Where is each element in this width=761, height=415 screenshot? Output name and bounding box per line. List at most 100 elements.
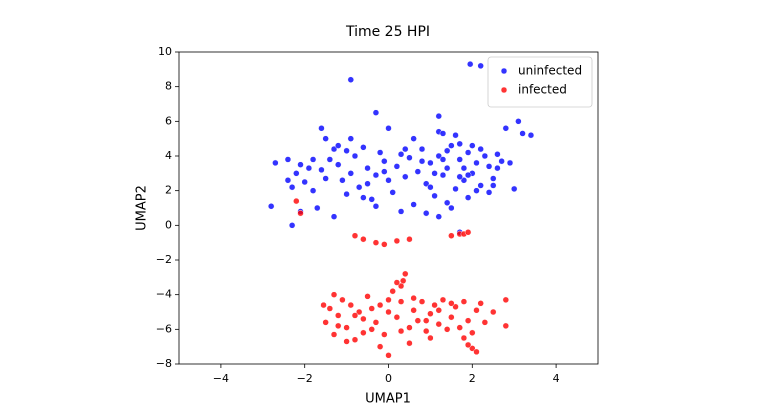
point <box>502 296 510 304</box>
point <box>439 156 447 163</box>
point <box>397 298 405 305</box>
point <box>330 291 338 298</box>
x-tick-label: 2 <box>469 372 476 385</box>
point <box>443 147 451 155</box>
point <box>297 209 304 217</box>
point <box>477 300 484 307</box>
point <box>402 270 409 278</box>
point <box>452 303 459 311</box>
point <box>343 190 350 198</box>
point <box>397 151 405 158</box>
point <box>427 334 434 342</box>
point <box>473 187 480 194</box>
point <box>360 329 367 337</box>
point <box>466 60 474 68</box>
point <box>464 317 472 324</box>
x-tick-label: 0 <box>385 372 392 385</box>
point <box>381 168 388 175</box>
point <box>320 301 327 309</box>
point <box>360 194 367 201</box>
point <box>473 348 480 356</box>
point <box>448 204 455 212</box>
point <box>309 156 317 163</box>
point <box>527 131 535 139</box>
point <box>464 149 472 156</box>
x-tick-label: 4 <box>553 372 560 385</box>
point <box>439 171 447 179</box>
point <box>464 171 472 179</box>
point <box>372 109 380 116</box>
point <box>343 338 350 345</box>
chart-title: Time 25 HPI <box>345 24 430 40</box>
point <box>347 76 355 83</box>
point <box>314 204 321 212</box>
point <box>360 315 367 323</box>
y-tick-label: −6 <box>156 322 172 335</box>
point <box>330 331 338 338</box>
point <box>418 298 426 305</box>
point <box>301 178 308 186</box>
point <box>414 317 422 324</box>
point <box>397 327 405 335</box>
point <box>498 157 505 165</box>
point <box>456 156 463 163</box>
point <box>435 213 443 220</box>
point <box>464 194 472 201</box>
y-tick-label: −4 <box>156 288 172 301</box>
point <box>347 301 355 309</box>
point <box>410 307 417 314</box>
legend-marker <box>500 86 508 94</box>
point <box>510 185 518 193</box>
point <box>351 152 359 160</box>
point <box>351 336 359 343</box>
point <box>477 62 484 70</box>
point <box>443 326 451 333</box>
point <box>385 296 392 304</box>
y-tick-label: 8 <box>165 80 172 93</box>
point <box>485 163 493 170</box>
point <box>519 130 526 137</box>
point <box>490 182 497 189</box>
point <box>288 222 296 229</box>
point <box>481 319 489 326</box>
point <box>402 173 409 181</box>
y-tick-label: 6 <box>165 114 172 127</box>
point <box>381 331 388 338</box>
point <box>305 164 313 172</box>
point <box>410 201 417 208</box>
point <box>372 171 380 179</box>
point <box>351 232 359 239</box>
point <box>490 308 497 316</box>
point <box>334 142 342 149</box>
point <box>372 319 380 326</box>
y-axis-label: UMAP2 <box>135 185 150 231</box>
point <box>326 305 334 312</box>
point <box>448 313 455 321</box>
point <box>339 177 346 184</box>
point <box>406 339 413 347</box>
point <box>364 180 371 187</box>
point <box>385 125 392 132</box>
point <box>427 183 434 191</box>
point <box>347 170 355 177</box>
point <box>431 170 438 177</box>
point <box>422 180 430 187</box>
point <box>452 131 459 139</box>
point <box>460 298 468 305</box>
point <box>385 177 392 184</box>
point <box>490 175 497 182</box>
point <box>435 307 443 314</box>
point <box>460 164 468 172</box>
point <box>343 324 350 331</box>
point <box>502 322 510 330</box>
plot-frame <box>178 51 599 365</box>
point <box>381 241 388 248</box>
point <box>431 301 438 309</box>
point <box>297 161 304 168</box>
point <box>502 125 510 132</box>
point <box>473 307 480 314</box>
point <box>418 157 426 165</box>
point <box>427 159 434 167</box>
point <box>481 152 489 160</box>
point <box>406 154 413 161</box>
